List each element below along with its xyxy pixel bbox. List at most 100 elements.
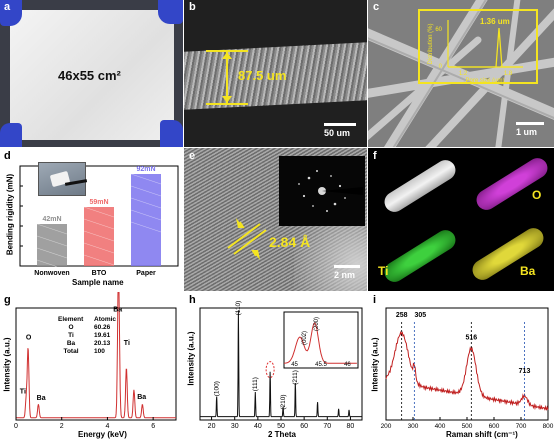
h-xtick-label: 40 [254, 423, 262, 430]
panel-a: a 46x55 cm² [0, 0, 183, 147]
xrd-peak-label: (100) [213, 381, 220, 396]
panel-label-c: c [373, 1, 380, 13]
eds-spectrum-line [16, 292, 176, 419]
bar-value-label: 59mN [89, 199, 108, 206]
xrd-chart: (100) (110) (111) (210) (211) 20 30 40 50 60 70 80 (… [199, 301, 363, 430]
glove-bottom-right [160, 120, 183, 147]
bar-pattern [36, 247, 68, 259]
inset-xlabel: Pore size (um) [465, 78, 504, 84]
bar-pattern [36, 223, 68, 235]
table-cell: Ti [68, 332, 74, 339]
peak-label: 1.36 um [480, 17, 510, 26]
arrow-head-bottom [222, 96, 232, 103]
panel-label-b: b [189, 1, 196, 13]
g-xtick-label: 2 [60, 423, 64, 430]
scalebar-c-text: 1 um [516, 127, 538, 137]
panel-label-d: d [4, 150, 11, 162]
inset-peak-002: (002) [302, 331, 308, 345]
fiber-o [472, 154, 552, 214]
glove-top-right [158, 0, 183, 24]
inset-ylabel: Distribution (%) [428, 23, 434, 64]
element-o-label: O [532, 188, 542, 202]
bar-pattern [36, 271, 68, 283]
fiber-network [368, 0, 554, 147]
fiber-ti [380, 226, 460, 286]
element-ba-label: Ba [520, 264, 536, 278]
eds-table: Element Atomic O 60.26 Ti 19.61 Ba 20.13 Tot… [58, 316, 116, 356]
xrd-peak-label: (111) [252, 377, 259, 391]
raman-chart: 258 305 516 713 200 300 400 500 600 700 800 [381, 307, 554, 430]
raman-peak-label: 713 [519, 368, 531, 375]
xrd-peak-label: (211) [292, 370, 299, 385]
sample-photo-inset [38, 162, 88, 196]
bar-pattern [130, 197, 162, 209]
bar-nonwoven [37, 224, 67, 266]
saed-inset [279, 156, 365, 226]
bar-pattern [83, 230, 115, 242]
table-cell: 19.61 [94, 332, 111, 339]
table-cell: 100 [94, 348, 105, 355]
xrd-inset-line [283, 321, 357, 364]
eds-peak-label: Ti [124, 340, 130, 347]
bar-pattern [36, 259, 68, 271]
map-ba: Ba [462, 220, 554, 291]
bar-value-label: 42mN [42, 216, 61, 223]
xrd-highlight-circle [265, 361, 275, 379]
saed-pattern [298, 170, 363, 212]
h-xtick-label: 30 [231, 423, 239, 430]
lattice-markers [227, 218, 267, 260]
pore-inset-plot: 0 60 1.2 1.8 Pore size (um) Distribution… [428, 17, 523, 84]
pore-size-inset [418, 9, 538, 84]
fiber-sem [380, 156, 460, 216]
table-cell: Total [63, 348, 79, 355]
i-xtick-label: 800 [543, 423, 554, 430]
arrow-head-top [222, 52, 232, 59]
h-xlabel: 2 Theta [268, 430, 297, 439]
xrd-inset-frame [283, 311, 359, 369]
panel-label-e: e [189, 150, 196, 162]
x-category-label: Nonwoven [34, 270, 69, 277]
thickness-bottom-line [206, 103, 248, 105]
i-xtick-label: 500 [462, 423, 473, 430]
inset-xtick-label: 46 [344, 362, 351, 368]
panel-c: 0 60 1.2 1.8 Pore size (um) Distribution… [368, 0, 554, 147]
scalebar-c-bar [516, 122, 544, 125]
bar-pattern [83, 218, 115, 230]
panel-label-a: a [4, 1, 11, 13]
raman-peak-label: 516 [465, 334, 477, 341]
bar-pattern [130, 185, 162, 197]
inset-xtick-label: 45.5 [315, 362, 327, 368]
h-xtick-label: 60 [300, 423, 308, 430]
table-cell: Ba [66, 340, 76, 347]
eds-peak-label: Ba [113, 307, 122, 314]
bar-pattern [130, 209, 162, 221]
i-xtick-label: 400 [435, 423, 446, 430]
thickness-top-line [206, 50, 248, 52]
bar-value-label: 92mN [136, 166, 155, 173]
eds-peak-label: O [26, 335, 32, 342]
panel-g: g Ti O Ba Ba Ti Ba 0 2 4 6 Element Atomic O 60.26 T… [0, 292, 183, 441]
i-ylabel: Intensity (a.u.) [370, 337, 380, 392]
panel-label-g: g [4, 294, 11, 306]
bar-pattern [130, 173, 162, 185]
map-sem [368, 148, 460, 218]
xrd-pattern-line [200, 310, 362, 418]
eds-peak-label: Ti [20, 388, 26, 395]
h-xtick-label: 20 [208, 423, 216, 430]
x-category-label: Paper [136, 270, 156, 277]
scalebar-e-bar [334, 265, 360, 268]
x-category-label: BTO [92, 270, 107, 277]
bar-pattern [83, 242, 115, 254]
inset-ytick-0: 0 [439, 64, 443, 70]
glove-top-left [0, 0, 22, 26]
eds-peak-label: Ba [37, 395, 46, 402]
i-xtick-label: 700 [516, 423, 527, 430]
g-xtick-label: 4 [105, 423, 109, 430]
panel-b: 87.5 um 50 um b [184, 0, 367, 147]
panel-label-i: i [373, 294, 377, 306]
panel-d: d 42mN Nonwoven 59mN BTO 92mN Paper Bending r… [0, 148, 183, 291]
table-cell: O [68, 324, 74, 331]
g-xtick-label: 0 [14, 423, 18, 430]
table-cell: 20.13 [94, 340, 111, 347]
xrd-peak-label: (110) [235, 301, 242, 316]
